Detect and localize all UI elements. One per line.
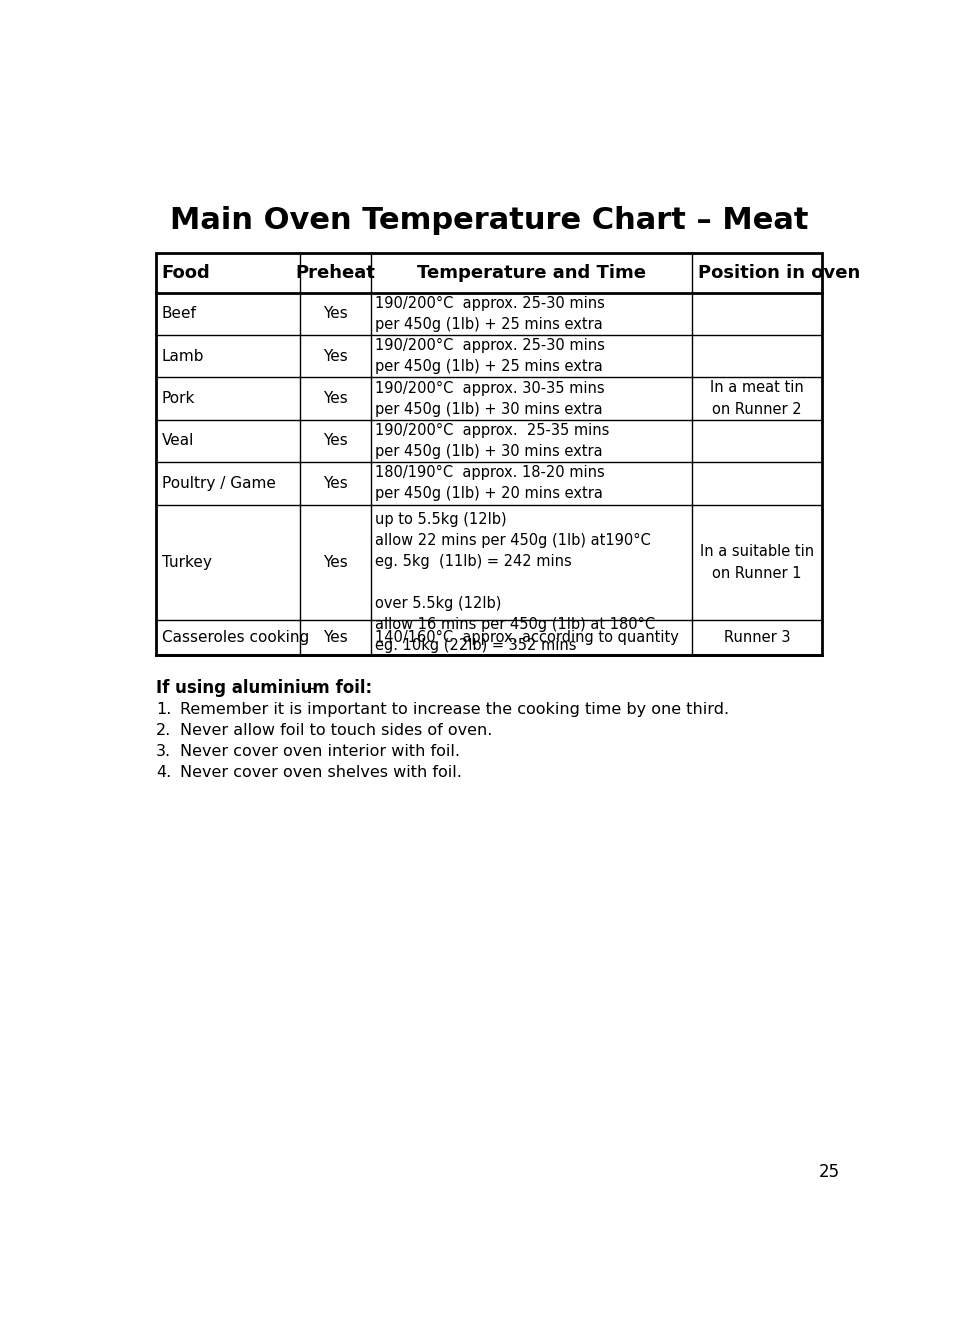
- Text: 1.: 1.: [155, 703, 171, 717]
- Text: Poultry / Game: Poultry / Game: [162, 476, 275, 490]
- Text: If using aluminium foil:: If using aluminium foil:: [155, 679, 372, 697]
- Text: Preheat: Preheat: [295, 263, 375, 282]
- Text: Main Oven Temperature Chart – Meat: Main Oven Temperature Chart – Meat: [170, 206, 807, 235]
- Text: Pork: Pork: [162, 391, 195, 406]
- Text: 180/190°C  approx. 18-20 mins
per 450g (1lb) + 20 mins extra: 180/190°C approx. 18-20 mins per 450g (1…: [375, 465, 604, 501]
- Text: up to 5.5kg (12lb)
allow 22 mins per 450g (1lb) at190°C
eg. 5kg  (11lb) = 242 mi: up to 5.5kg (12lb) allow 22 mins per 450…: [375, 512, 655, 653]
- Text: 190/200°C  approx. 25-30 mins
per 450g (1lb) + 25 mins extra: 190/200°C approx. 25-30 mins per 450g (1…: [375, 297, 604, 331]
- Text: In a suitable tin
on Runner 1: In a suitable tin on Runner 1: [700, 544, 813, 581]
- Text: Yes: Yes: [323, 349, 348, 363]
- Text: 25: 25: [818, 1164, 840, 1181]
- Text: 4.: 4.: [155, 764, 171, 780]
- Text: Runner 3: Runner 3: [722, 629, 789, 645]
- Text: Beef: Beef: [162, 306, 196, 322]
- Text: Temperature and Time: Temperature and Time: [416, 263, 645, 282]
- Text: Yes: Yes: [323, 476, 348, 490]
- Text: 190/200°C  approx. 25-30 mins
per 450g (1lb) + 25 mins extra: 190/200°C approx. 25-30 mins per 450g (1…: [375, 338, 604, 374]
- Text: Yes: Yes: [323, 554, 348, 569]
- Text: Remember it is important to increase the cooking time by one third.: Remember it is important to increase the…: [180, 703, 729, 717]
- Text: In a meat tin
on Runner 2: In a meat tin on Runner 2: [709, 379, 802, 417]
- Text: Lamb: Lamb: [162, 349, 204, 363]
- Text: 190/200°C  approx.  25-35 mins
per 450g (1lb) + 30 mins extra: 190/200°C approx. 25-35 mins per 450g (1…: [375, 424, 609, 460]
- Text: Never cover oven interior with foil.: Never cover oven interior with foil.: [180, 744, 460, 759]
- Text: 2.: 2.: [155, 723, 171, 739]
- Text: Yes: Yes: [323, 629, 348, 645]
- Text: Never allow foil to touch sides of oven.: Never allow foil to touch sides of oven.: [180, 723, 493, 739]
- Text: Yes: Yes: [323, 306, 348, 322]
- Text: 190/200°C  approx. 30-35 mins
per 450g (1lb) + 30 mins extra: 190/200°C approx. 30-35 mins per 450g (1…: [375, 381, 604, 417]
- Text: Turkey: Turkey: [162, 554, 212, 569]
- Text: Veal: Veal: [162, 433, 194, 449]
- Text: –: –: [303, 679, 316, 697]
- Text: Yes: Yes: [323, 391, 348, 406]
- Text: Position in oven: Position in oven: [697, 263, 859, 282]
- Text: Casseroles cooking: Casseroles cooking: [162, 629, 309, 645]
- Text: Food: Food: [162, 263, 211, 282]
- Text: 140/160°C  approx. according to quantity: 140/160°C approx. according to quantity: [375, 629, 679, 645]
- Text: Yes: Yes: [323, 433, 348, 449]
- Text: 3.: 3.: [156, 744, 171, 759]
- Text: Never cover oven shelves with foil.: Never cover oven shelves with foil.: [180, 764, 462, 780]
- Bar: [155, 253, 821, 655]
